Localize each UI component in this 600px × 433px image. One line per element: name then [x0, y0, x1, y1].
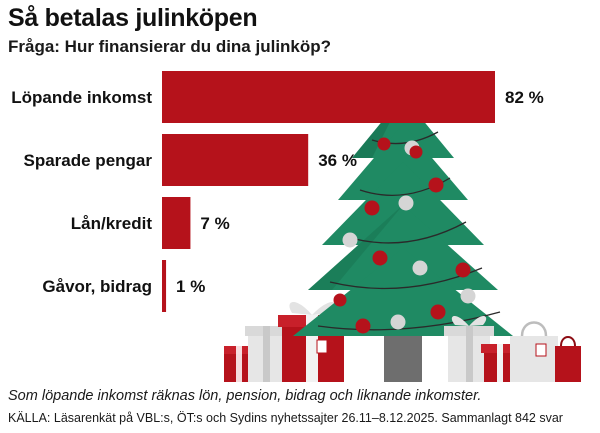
ornament-icon	[430, 304, 446, 320]
value-label: 36 %	[318, 151, 357, 170]
shopping-bag-icon	[555, 336, 581, 382]
bar-2	[162, 134, 309, 186]
value-label: 7 %	[200, 214, 229, 233]
chart-title: Så betalas julinköpen	[8, 4, 258, 32]
bar-3	[162, 197, 191, 249]
gift-icon	[245, 326, 289, 382]
chart-subtitle: Fråga: Hur finansierar du dina julinköp?	[8, 37, 332, 56]
bars-layer: Löpande inkomst 82 % Sparade pengar 36 % Lån…	[11, 71, 544, 312]
ornament-icon	[364, 200, 380, 216]
bar-chart: Löpande inkomst 82 % Sparade pengar 36 % Lån…	[11, 70, 581, 382]
ornaments	[333, 137, 476, 334]
ornament-icon	[377, 137, 391, 151]
shopping-bag-icon	[510, 321, 558, 382]
footnote: Som löpande inkomst räknas lön, pension,…	[8, 388, 482, 404]
ornament-icon	[355, 318, 371, 334]
value-label: 82 %	[505, 88, 544, 107]
ornament-icon	[390, 314, 406, 330]
bar-1	[162, 71, 495, 123]
bar-4	[162, 260, 167, 312]
ornament-icon	[412, 260, 428, 276]
ornament-icon	[372, 250, 388, 266]
gift-icon	[444, 316, 494, 382]
ornament-icon	[398, 195, 414, 211]
category-label: Sparade pengar	[24, 151, 153, 170]
ornament-icon	[455, 262, 471, 278]
category-label: Lån/kredit	[71, 214, 153, 233]
ornament-icon	[409, 145, 423, 159]
christmas-tree-icon	[293, 96, 513, 336]
value-label: 1 %	[176, 277, 205, 296]
ornament-icon	[428, 177, 444, 193]
category-label: Löpande inkomst	[11, 88, 152, 107]
source-line: KÄLLA: Läsarenkät på VBL:s, ÖT:s och Syd…	[8, 411, 563, 425]
ornament-icon	[460, 288, 476, 304]
ornament-icon	[342, 232, 358, 248]
ornament-icon	[333, 293, 347, 307]
category-label: Gåvor, bidrag	[42, 277, 152, 296]
